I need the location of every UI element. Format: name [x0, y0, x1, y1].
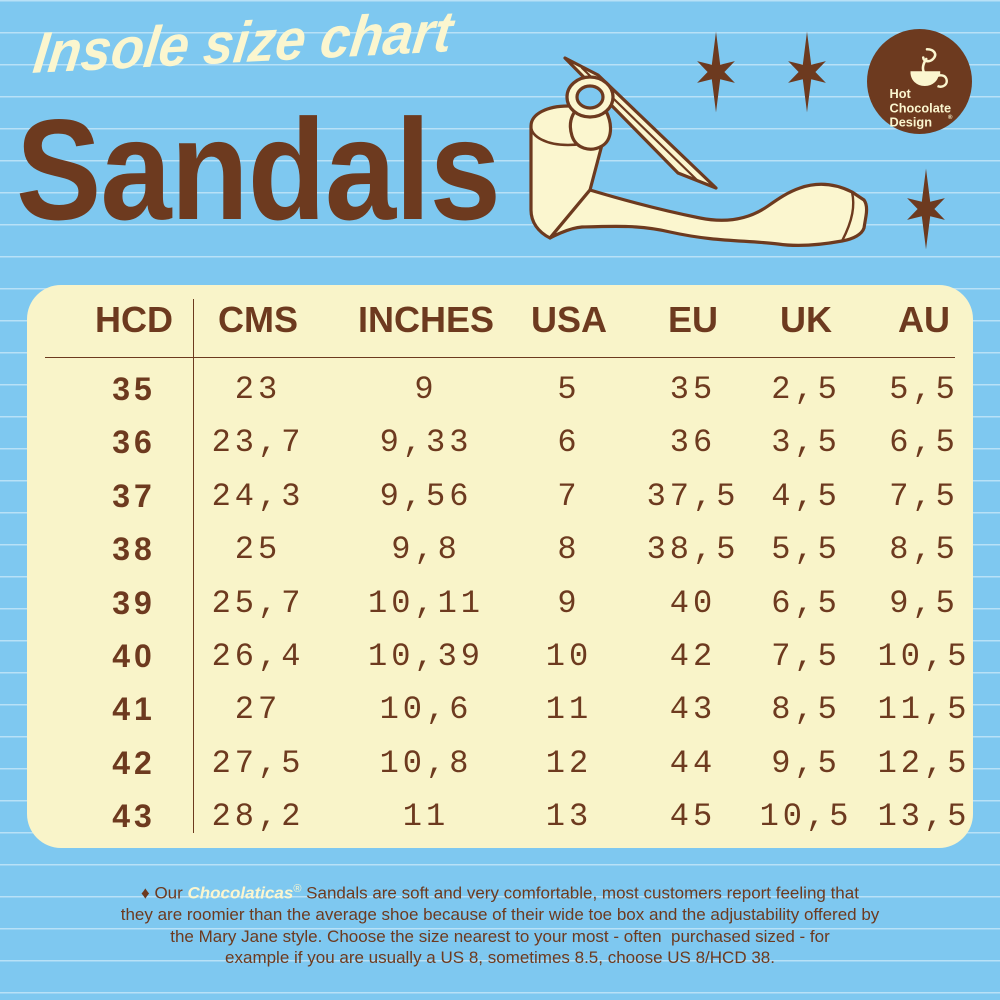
svg-text:Hot: Hot	[890, 86, 912, 101]
svg-text:®: ®	[948, 114, 953, 121]
svg-text:Design: Design	[890, 115, 933, 130]
svg-text:Chocolate: Chocolate	[890, 100, 952, 115]
